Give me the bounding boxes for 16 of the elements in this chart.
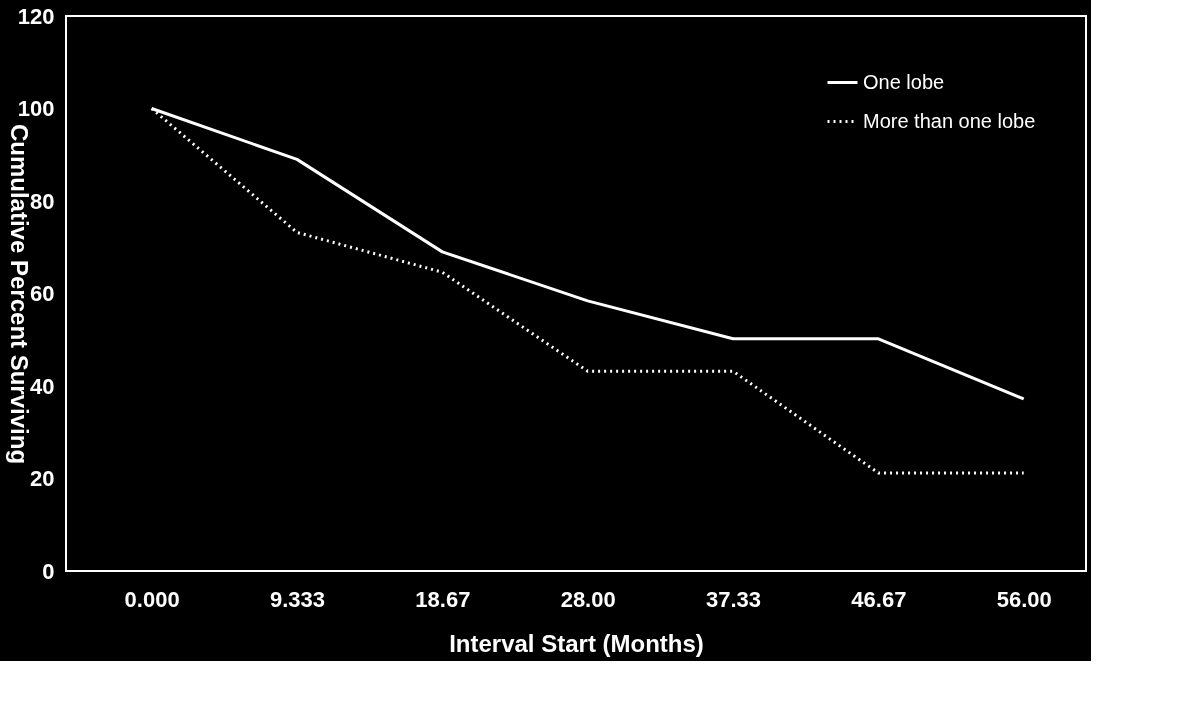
y-tick-label: 120 [17,3,55,29]
y-tick-label: 100 [17,96,55,121]
legend-label: One lobe [863,70,945,93]
y-tick-label: 60 [30,281,55,306]
x-tick-label: 37.33 [705,586,762,612]
y-tick-label: 0 [42,558,55,584]
x-tick-label: 9.333 [269,586,326,612]
legend-label: More than one lobe [863,109,1036,132]
y-tick-label: 20 [30,466,55,491]
x-tick-label: 0.000 [124,586,180,612]
x-tick-label: 56.00 [996,586,1052,612]
x-axis-title: Interval Start (Months) [449,629,704,657]
x-tick-label: 28.00 [560,586,616,612]
x-tick-label: 46.67 [851,586,907,612]
x-tick-label: 18.67 [415,586,471,612]
y-tick-label: 80 [30,188,55,214]
